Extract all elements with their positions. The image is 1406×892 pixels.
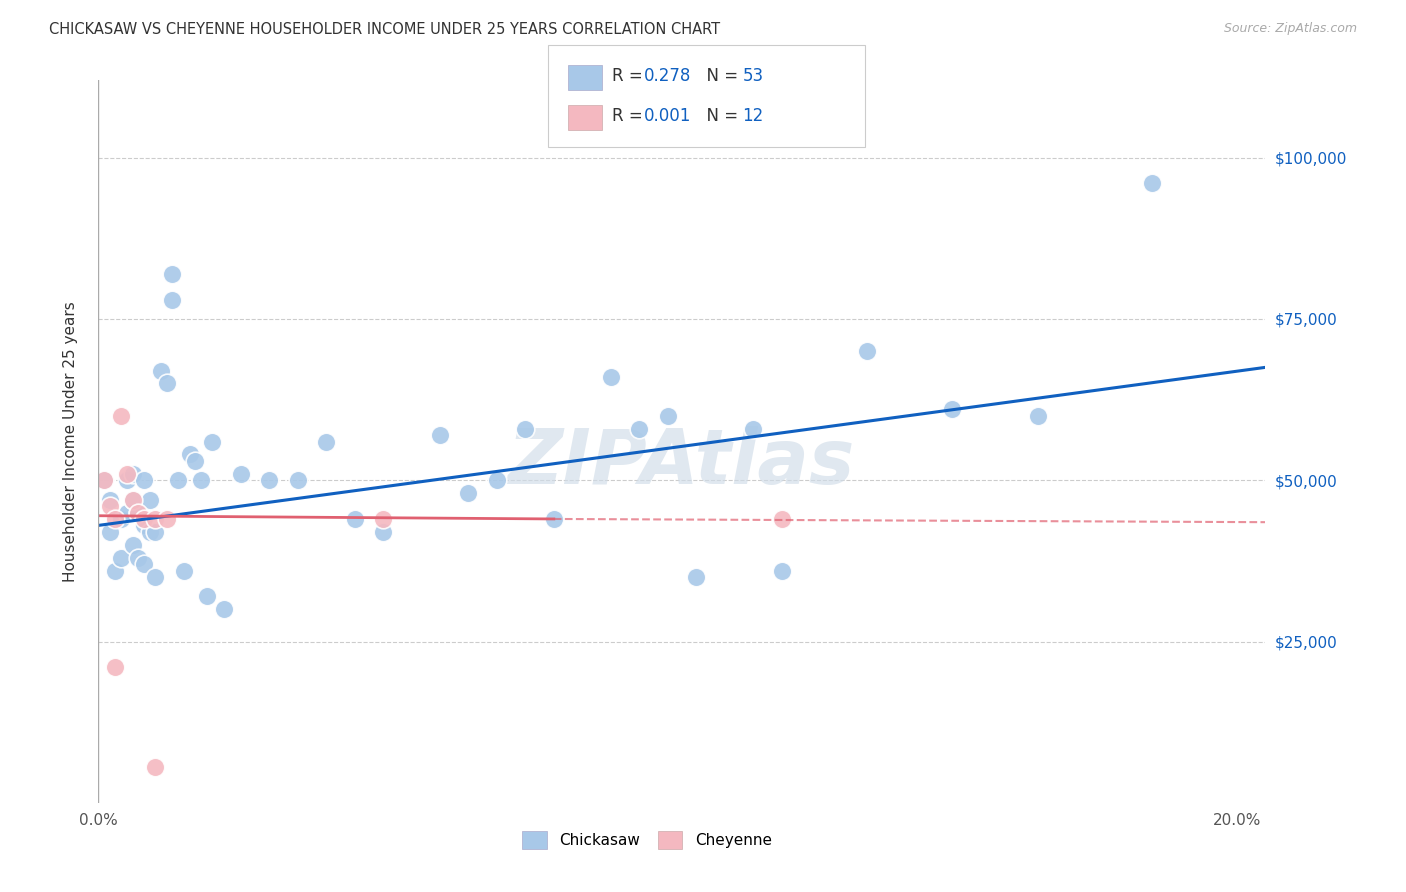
Point: [162, 293, 184, 307]
Point: [371, 524, 394, 539]
Text: ZIPAtlas: ZIPAtlas: [508, 426, 856, 500]
Point: [201, 434, 224, 449]
Point: [257, 473, 280, 487]
Y-axis label: Householder Income Under 25 years: Householder Income Under 25 years: [63, 301, 77, 582]
Point: [1140, 177, 1163, 191]
Point: [132, 557, 155, 571]
Point: [127, 506, 149, 520]
Point: [212, 602, 235, 616]
Text: 12: 12: [742, 107, 763, 125]
Point: [138, 492, 160, 507]
Point: [121, 467, 143, 481]
Point: [287, 473, 309, 487]
Point: [167, 473, 190, 487]
Point: [143, 760, 166, 774]
Point: [104, 512, 127, 526]
Point: [770, 564, 793, 578]
Point: [628, 422, 651, 436]
Point: [156, 376, 179, 391]
Point: [315, 434, 337, 449]
Text: N =: N =: [696, 107, 744, 125]
Point: [179, 447, 201, 461]
Point: [98, 499, 121, 513]
Text: N =: N =: [696, 67, 744, 85]
Point: [115, 473, 138, 487]
Point: [98, 524, 121, 539]
Point: [127, 506, 149, 520]
Point: [132, 518, 155, 533]
Point: [132, 473, 155, 487]
Point: [150, 363, 173, 377]
Point: [121, 492, 143, 507]
Text: Source: ZipAtlas.com: Source: ZipAtlas.com: [1223, 22, 1357, 36]
Point: [856, 344, 879, 359]
Point: [371, 512, 394, 526]
Point: [343, 512, 366, 526]
Point: [429, 428, 451, 442]
Point: [143, 512, 166, 526]
Point: [132, 512, 155, 526]
Point: [190, 473, 212, 487]
Point: [229, 467, 252, 481]
Point: [485, 473, 508, 487]
Text: CHICKASAW VS CHEYENNE HOUSEHOLDER INCOME UNDER 25 YEARS CORRELATION CHART: CHICKASAW VS CHEYENNE HOUSEHOLDER INCOME…: [49, 22, 720, 37]
Point: [121, 538, 143, 552]
Point: [156, 512, 179, 526]
Point: [941, 402, 963, 417]
Point: [104, 564, 127, 578]
Point: [127, 550, 149, 565]
Point: [138, 524, 160, 539]
Point: [742, 422, 765, 436]
Point: [457, 486, 479, 500]
Point: [143, 570, 166, 584]
Text: 0.001: 0.001: [644, 107, 692, 125]
Point: [162, 267, 184, 281]
Point: [121, 492, 143, 507]
Point: [115, 506, 138, 520]
Point: [104, 660, 127, 674]
Point: [110, 550, 132, 565]
Point: [93, 473, 115, 487]
Text: 0.278: 0.278: [644, 67, 692, 85]
Point: [657, 409, 679, 423]
Point: [543, 512, 565, 526]
Point: [195, 590, 218, 604]
Point: [93, 473, 115, 487]
Point: [685, 570, 707, 584]
Point: [143, 524, 166, 539]
Point: [115, 467, 138, 481]
Point: [515, 422, 537, 436]
Text: 53: 53: [742, 67, 763, 85]
Text: R =: R =: [612, 107, 648, 125]
Point: [110, 409, 132, 423]
Point: [110, 512, 132, 526]
Point: [98, 492, 121, 507]
Point: [599, 370, 621, 384]
Legend: Chickasaw, Cheyenne: Chickasaw, Cheyenne: [515, 823, 779, 856]
Point: [173, 564, 195, 578]
Point: [184, 454, 207, 468]
Point: [770, 512, 793, 526]
Text: R =: R =: [612, 67, 648, 85]
Point: [1026, 409, 1049, 423]
